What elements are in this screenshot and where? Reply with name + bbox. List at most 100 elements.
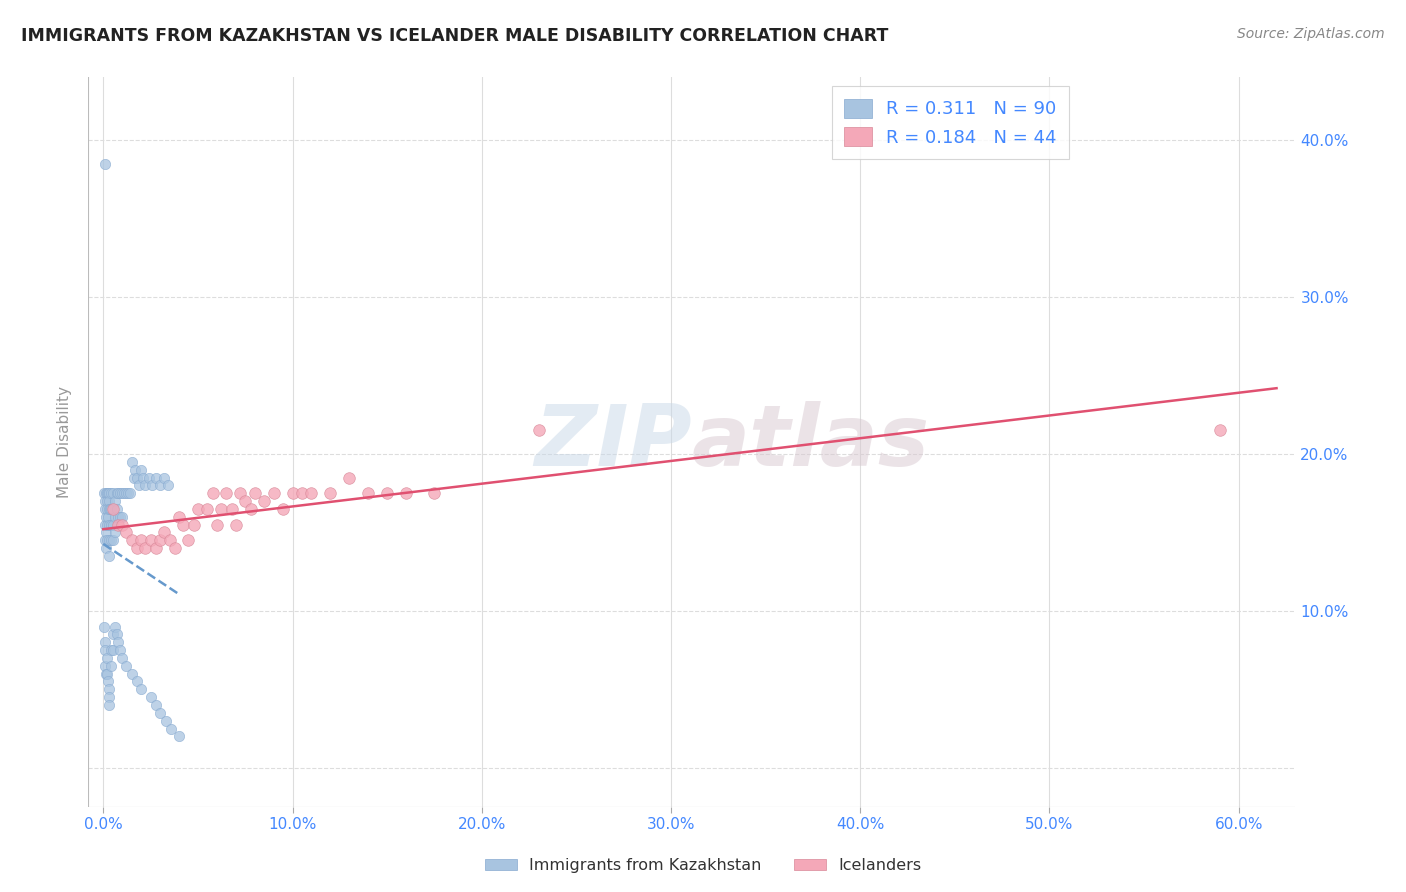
Point	[145, 470, 167, 484]
Point	[145, 541, 167, 555]
Point	[153, 525, 176, 540]
Point	[156, 478, 179, 492]
Point	[159, 533, 181, 548]
Point	[100, 658, 122, 673]
Point	[202, 486, 225, 500]
Point	[105, 502, 128, 516]
Point	[243, 486, 266, 500]
Point	[107, 486, 129, 500]
Y-axis label: Male Disability: Male Disability	[58, 386, 72, 499]
Point	[101, 486, 124, 500]
Point	[101, 502, 124, 516]
Point	[100, 533, 122, 548]
Point	[357, 486, 380, 500]
Point	[127, 541, 149, 555]
Point	[129, 463, 152, 477]
Point	[96, 533, 118, 548]
Point	[121, 666, 143, 681]
Point	[93, 486, 115, 500]
Point	[93, 619, 115, 633]
Text: atlas: atlas	[692, 401, 929, 483]
Point	[101, 533, 124, 548]
Point	[96, 502, 118, 516]
Point	[139, 690, 162, 705]
Point	[291, 486, 314, 500]
Point	[209, 502, 232, 516]
Point	[1209, 424, 1232, 438]
Point	[104, 509, 127, 524]
Point	[107, 517, 129, 532]
Point	[319, 486, 342, 500]
Text: ZIP: ZIP	[534, 401, 692, 483]
Point	[98, 698, 121, 712]
Point	[107, 509, 129, 524]
Point	[94, 502, 117, 516]
Point	[98, 494, 121, 508]
Point	[115, 658, 138, 673]
Point	[127, 470, 149, 484]
Text: Source: ZipAtlas.com: Source: ZipAtlas.com	[1237, 27, 1385, 41]
Point	[94, 533, 117, 548]
Point	[195, 502, 218, 516]
Point	[98, 486, 121, 500]
Point	[263, 486, 285, 500]
Point	[423, 486, 446, 500]
Point	[160, 722, 183, 736]
Point	[98, 502, 121, 516]
Point	[132, 470, 155, 484]
Point	[97, 674, 120, 689]
Point	[96, 666, 118, 681]
Point	[100, 643, 122, 657]
Point	[138, 470, 160, 484]
Point	[253, 494, 276, 508]
Point	[94, 157, 117, 171]
Point	[117, 486, 139, 500]
Point	[122, 470, 145, 484]
Point	[96, 651, 118, 665]
Point	[301, 486, 323, 500]
Point	[107, 635, 129, 649]
Point	[100, 502, 122, 516]
Point	[121, 455, 143, 469]
Point	[281, 486, 304, 500]
Point	[94, 643, 117, 657]
Point	[271, 502, 294, 516]
Point	[94, 494, 117, 508]
Point	[337, 470, 360, 484]
Point	[183, 517, 205, 532]
Point	[129, 682, 152, 697]
Point	[124, 463, 146, 477]
Point	[100, 486, 122, 500]
Point	[375, 486, 398, 500]
Point	[104, 525, 127, 540]
Point	[139, 533, 162, 548]
Point	[115, 525, 138, 540]
Point	[98, 502, 121, 516]
Point	[101, 517, 124, 532]
Point	[239, 502, 262, 516]
Point	[98, 549, 121, 563]
Point	[121, 533, 143, 548]
Point	[104, 619, 127, 633]
Point	[101, 502, 124, 516]
Point	[105, 486, 128, 500]
Point	[127, 674, 149, 689]
Point	[134, 478, 156, 492]
Point	[205, 517, 228, 532]
Point	[128, 478, 150, 492]
Point	[105, 627, 128, 641]
Point	[94, 486, 117, 500]
Point	[134, 541, 156, 555]
Point	[101, 643, 124, 657]
Point	[94, 517, 117, 532]
Point	[187, 502, 209, 516]
Point	[527, 424, 550, 438]
Point	[115, 486, 138, 500]
Point	[94, 666, 117, 681]
Point	[141, 478, 163, 492]
Point	[104, 494, 127, 508]
Point	[172, 517, 194, 532]
Point	[155, 714, 177, 728]
Point	[94, 541, 117, 555]
Point	[97, 486, 120, 500]
